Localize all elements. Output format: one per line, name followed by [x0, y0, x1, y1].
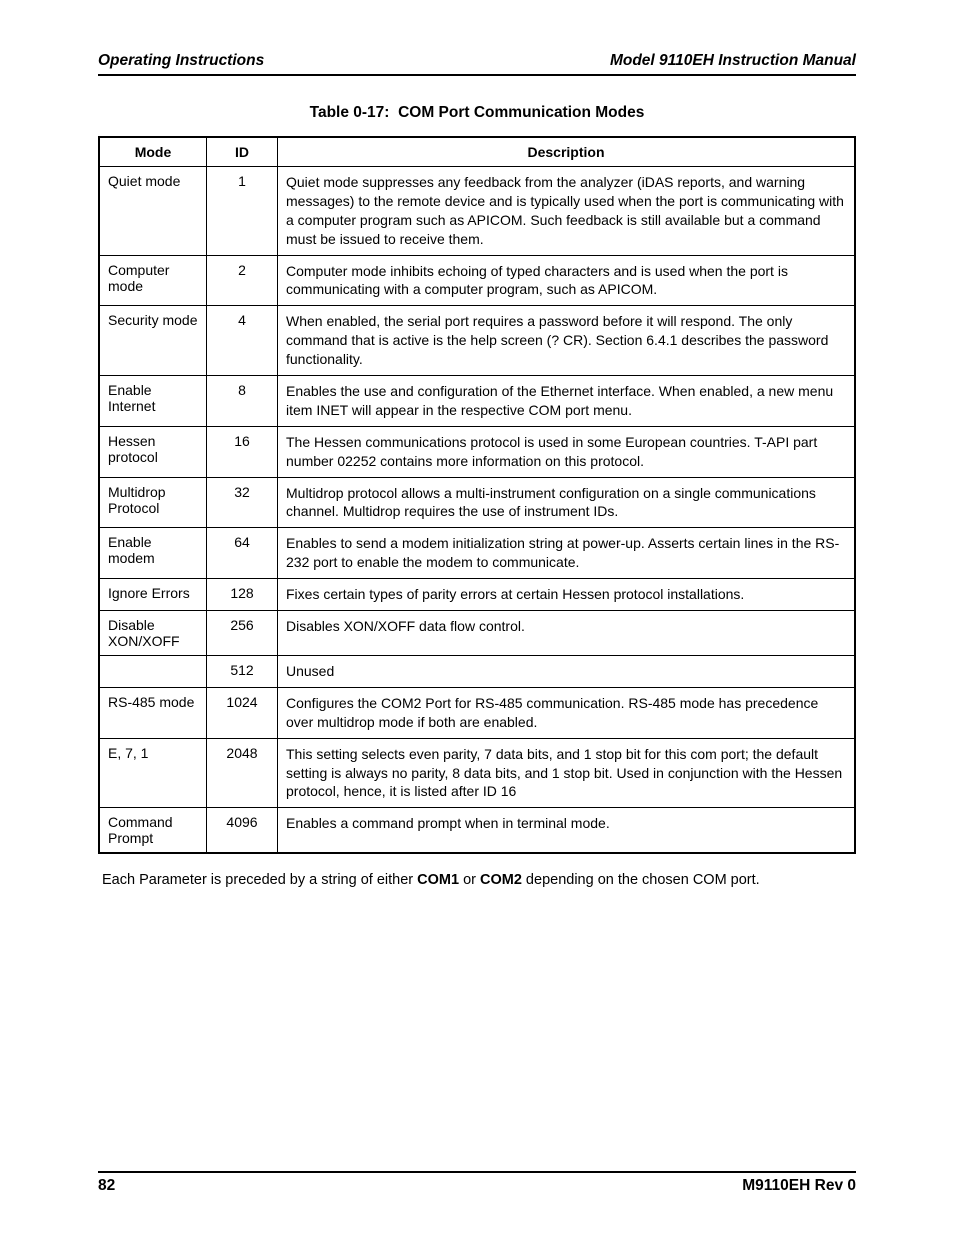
body-paragraph: Each Parameter is preceded by a string o…: [102, 870, 852, 890]
caption-title: COM Port Communication Modes: [398, 104, 644, 121]
cell-desc: Enables to send a modem initialization s…: [278, 528, 856, 579]
footer-left: 82: [98, 1177, 115, 1195]
footer-right: M9110EH Rev 0: [742, 1177, 856, 1195]
cell-id: 256: [207, 611, 278, 656]
cell-mode: Hessen protocol: [99, 426, 207, 477]
table-row: Enable Internet8Enables the use and conf…: [99, 376, 855, 427]
header-right: Model 9110EH Instruction Manual: [610, 52, 856, 70]
cell-desc: When enabled, the serial port requires a…: [278, 306, 856, 376]
table-row: Quiet mode1Quiet mode suppresses any fee…: [99, 167, 855, 256]
cell-mode: Disable XON/XOFF: [99, 611, 207, 656]
cell-mode: Security mode: [99, 306, 207, 376]
cell-desc: Fixes certain types of parity errors at …: [278, 579, 856, 611]
para-post: depending on the chosen COM port.: [522, 872, 760, 888]
cell-id: 1024: [207, 687, 278, 738]
cell-id: 4: [207, 306, 278, 376]
document-page: Operating Instructions Model 9110EH Inst…: [0, 0, 954, 1235]
cell-desc: Enables a command prompt when in termina…: [278, 808, 856, 854]
table-row: Command Prompt4096Enables a command prom…: [99, 808, 855, 854]
col-header-desc: Description: [278, 137, 856, 167]
table-row: RS-485 mode1024Configures the COM2 Port …: [99, 687, 855, 738]
cell-desc: Unused: [278, 656, 856, 688]
cell-desc: Enables the use and configuration of the…: [278, 376, 856, 427]
table-header-row: Mode ID Description: [99, 137, 855, 167]
para-bold1: COM1: [417, 872, 459, 888]
cell-mode: Enable Internet: [99, 376, 207, 427]
table-row: Computer mode2Computer mode inhibits ech…: [99, 255, 855, 306]
cell-mode: [99, 656, 207, 688]
header-left: Operating Instructions: [98, 52, 264, 70]
cell-id: 2: [207, 255, 278, 306]
table-row: Security mode4When enabled, the serial p…: [99, 306, 855, 376]
cell-id: 16: [207, 426, 278, 477]
cell-mode: Quiet mode: [99, 167, 207, 256]
cell-mode: Enable modem: [99, 528, 207, 579]
table-row: Enable modem64Enables to send a modem in…: [99, 528, 855, 579]
table-body: Quiet mode1Quiet mode suppresses any fee…: [99, 167, 855, 854]
table-row: Ignore Errors128Fixes certain types of p…: [99, 579, 855, 611]
caption-prefix: Table 0-17:: [310, 104, 390, 121]
table-row: Multidrop Protocol32Multidrop protocol a…: [99, 477, 855, 528]
col-header-id: ID: [207, 137, 278, 167]
para-pre: Each Parameter is preceded by a string o…: [102, 872, 417, 888]
cell-desc: The Hessen communications protocol is us…: [278, 426, 856, 477]
cell-mode: Ignore Errors: [99, 579, 207, 611]
cell-id: 64: [207, 528, 278, 579]
table-row: Disable XON/XOFF256Disables XON/XOFF dat…: [99, 611, 855, 656]
table-row: E, 7, 12048This setting selects even par…: [99, 738, 855, 808]
cell-desc: This setting selects even parity, 7 data…: [278, 738, 856, 808]
table-row: 512Unused: [99, 656, 855, 688]
page-footer: 82 M9110EH Rev 0: [98, 1171, 856, 1195]
table-row: Hessen protocol16The Hessen communicatio…: [99, 426, 855, 477]
modes-table: Mode ID Description Quiet mode1Quiet mod…: [98, 136, 856, 854]
cell-desc: Multidrop protocol allows a multi-instru…: [278, 477, 856, 528]
cell-desc: Quiet mode suppresses any feedback from …: [278, 167, 856, 256]
table-caption: Table 0-17: COM Port Communication Modes: [98, 104, 856, 122]
para-mid: or: [459, 872, 480, 888]
cell-id: 4096: [207, 808, 278, 854]
cell-id: 128: [207, 579, 278, 611]
cell-id: 8: [207, 376, 278, 427]
cell-mode: E, 7, 1: [99, 738, 207, 808]
page-header: Operating Instructions Model 9110EH Inst…: [98, 52, 856, 76]
cell-desc: Computer mode inhibits echoing of typed …: [278, 255, 856, 306]
cell-id: 512: [207, 656, 278, 688]
cell-id: 32: [207, 477, 278, 528]
cell-id: 1: [207, 167, 278, 256]
cell-id: 2048: [207, 738, 278, 808]
col-header-mode: Mode: [99, 137, 207, 167]
cell-desc: Disables XON/XOFF data flow control.: [278, 611, 856, 656]
para-bold2: COM2: [480, 872, 522, 888]
cell-mode: RS-485 mode: [99, 687, 207, 738]
cell-desc: Configures the COM2 Port for RS-485 comm…: [278, 687, 856, 738]
cell-mode: Computer mode: [99, 255, 207, 306]
spacer: [98, 891, 856, 1171]
cell-mode: Command Prompt: [99, 808, 207, 854]
cell-mode: Multidrop Protocol: [99, 477, 207, 528]
